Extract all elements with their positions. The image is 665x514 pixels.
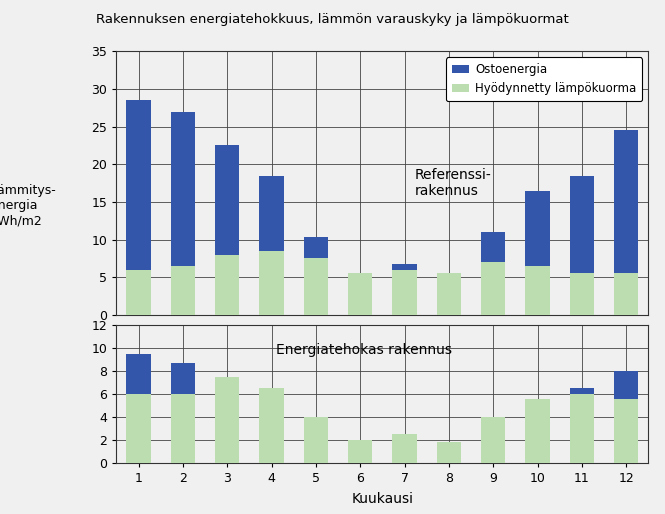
Bar	[126, 270, 151, 315]
Bar	[259, 388, 284, 463]
Bar	[525, 399, 550, 463]
Bar	[348, 273, 372, 315]
Bar	[348, 273, 372, 315]
Bar	[171, 363, 195, 463]
Text: Lämmitys-
energia
kWh/m2: Lämmitys- energia kWh/m2	[0, 184, 56, 227]
Bar	[171, 394, 195, 463]
Bar	[259, 388, 284, 463]
Bar	[171, 112, 195, 315]
Bar	[392, 264, 417, 315]
Bar	[304, 259, 328, 315]
Bar	[215, 377, 239, 463]
Bar	[525, 191, 550, 315]
Bar	[570, 273, 594, 315]
Bar	[525, 266, 550, 315]
Bar	[171, 266, 195, 315]
Bar	[481, 262, 505, 315]
Text: Rakennuksen energiatehokkuus, lämmön varauskyky ja lämpökuormat: Rakennuksen energiatehokkuus, lämmön var…	[96, 13, 569, 26]
Bar	[259, 176, 284, 315]
Bar	[215, 145, 239, 315]
Bar	[126, 100, 151, 315]
Bar	[392, 434, 417, 463]
Bar	[392, 270, 417, 315]
Bar	[481, 417, 505, 463]
Bar	[437, 273, 461, 315]
Bar	[570, 176, 594, 315]
Bar	[614, 371, 638, 463]
Bar	[437, 457, 461, 463]
Text: Kuukausi: Kuukausi	[351, 492, 414, 506]
Bar	[437, 442, 461, 463]
Text: Energiatehokas rakennus: Energiatehokas rakennus	[276, 343, 452, 357]
Bar	[525, 399, 550, 463]
Bar	[215, 377, 239, 463]
Bar	[481, 232, 505, 315]
Bar	[614, 399, 638, 463]
Bar	[348, 439, 372, 463]
Bar	[614, 273, 638, 315]
Bar	[126, 354, 151, 463]
Bar	[570, 388, 594, 463]
Bar	[259, 251, 284, 315]
Text: Referenssi-
rakennus: Referenssi- rakennus	[414, 168, 491, 198]
Bar	[614, 131, 638, 315]
Bar	[215, 254, 239, 315]
Bar	[304, 237, 328, 315]
Bar	[126, 394, 151, 463]
Bar	[437, 273, 461, 315]
Bar	[570, 394, 594, 463]
Legend: Ostoenergia, Hyödynnetty lämpökuorma: Ostoenergia, Hyödynnetty lämpökuorma	[446, 57, 642, 101]
Bar	[304, 417, 328, 463]
